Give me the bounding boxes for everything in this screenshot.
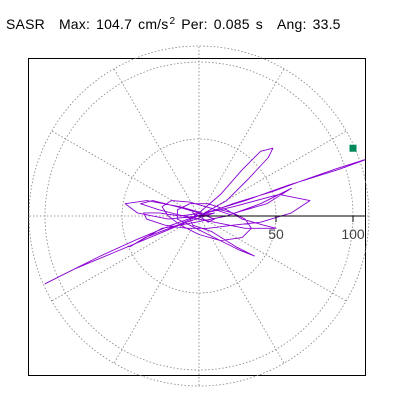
grid-spoke-120 [113, 68, 200, 217]
max-label: Max: [58, 16, 91, 32]
radial-tick-label-100: 100 [341, 226, 365, 242]
radial-tick-label-50: 50 [268, 226, 284, 242]
max-unit-exponent: 2 [169, 16, 176, 27]
peak-marker [349, 144, 357, 152]
period-label: Per: [181, 16, 208, 32]
grid-ring-outer [28, 45, 370, 387]
radial-axis: 50 100 [199, 215, 366, 242]
plot-frame [28, 58, 366, 376]
max-unit: cm/s [138, 16, 169, 32]
period-unit: s [255, 16, 263, 32]
component-label: SASR [6, 16, 45, 32]
period-value: 0.085 [213, 16, 250, 32]
grid-spoke-30 [198, 130, 347, 217]
grid-spoke-240 [113, 215, 200, 364]
grid-spoke-210 [51, 215, 200, 302]
orbit-trace [44, 144, 365, 285]
angle-value: 33.5 [312, 16, 341, 32]
grid-spoke-150 [51, 130, 200, 217]
grid-spoke-300 [198, 215, 285, 364]
plot-title: SASR Max: 104.7 cm/s 2 Per: 0.085 s Ang:… [6, 16, 341, 36]
grid-spoke-60 [198, 68, 285, 217]
angle-label: Ang: [276, 16, 307, 32]
grid-spoke-330 [198, 215, 347, 302]
max-value: 104.7 [96, 16, 133, 32]
series-line [44, 147, 365, 285]
